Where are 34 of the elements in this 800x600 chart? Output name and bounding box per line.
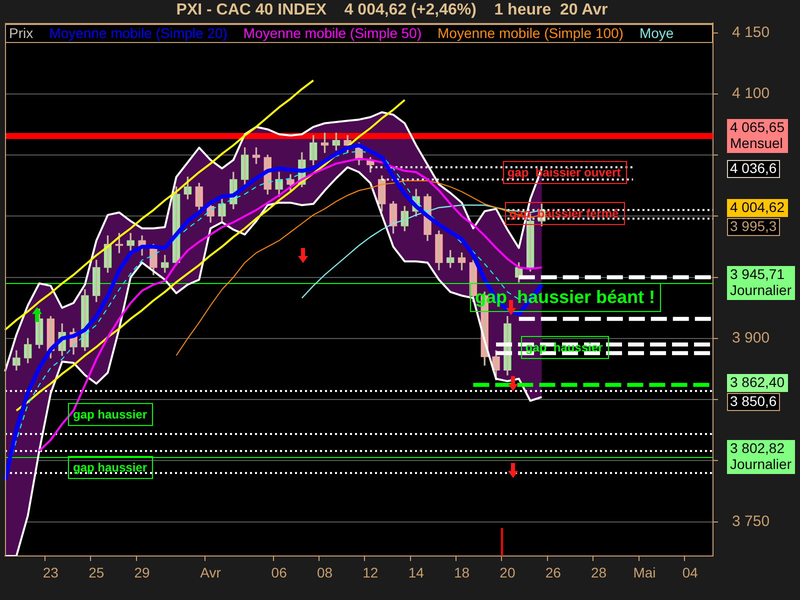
x-tick-label: 23 [42, 564, 59, 580]
x-tick-label: 04 [682, 564, 698, 580]
y-tick-label: 4 150 [732, 24, 770, 41]
text: Moye [639, 24, 674, 41]
annotation: gap haussier [72, 460, 148, 474]
x-tick-label: 14 [408, 564, 424, 580]
text: 3 850,6 [730, 392, 777, 409]
y-tick-label: 3 750 [732, 512, 770, 530]
y-tick-label: 4 100 [732, 85, 770, 102]
text: Moyenne mobile (Simple 100) [437, 24, 624, 41]
text: 4 004,62 [730, 198, 785, 215]
text: 3 862,40 [730, 374, 785, 390]
text: Moyenne mobile (Simple 20) [49, 24, 228, 41]
x-tick-label: 20 [500, 564, 516, 580]
ref-line-label: 4 065,65 Mensuel [730, 118, 785, 151]
text: 4 036,6 [730, 160, 777, 176]
x-tick-label: Mai [633, 564, 656, 580]
x-tick-label: 08 [316, 564, 333, 580]
x-tick-label: 26 [545, 564, 562, 580]
ref-line-label: 3 945,71 Journalier [730, 266, 792, 298]
x-tick-label: 28 [591, 564, 607, 580]
chart-title: PXI - CAC 40 INDEX 4 004,62 (+2,46%) 1 heure 20 Avr [176, 1, 608, 18]
text: 3 995,3 [730, 218, 777, 234]
ref-line-label: 3 802,82 Journalier [730, 440, 792, 472]
x-tick-label: 06 [271, 564, 288, 580]
y-tick-label: 3 900 [732, 330, 770, 347]
x-tick-label: 29 [134, 564, 150, 580]
x-tick-label: 25 [88, 564, 104, 580]
text: Moyenne mobile (Simple 50) [243, 24, 422, 41]
x-tick-label: 12 [362, 564, 378, 580]
x-tick-label: 18 [454, 564, 470, 580]
annotation: gap haussier [72, 407, 148, 422]
text: Prix [9, 24, 34, 41]
x-tick-label: Avr [200, 564, 222, 580]
